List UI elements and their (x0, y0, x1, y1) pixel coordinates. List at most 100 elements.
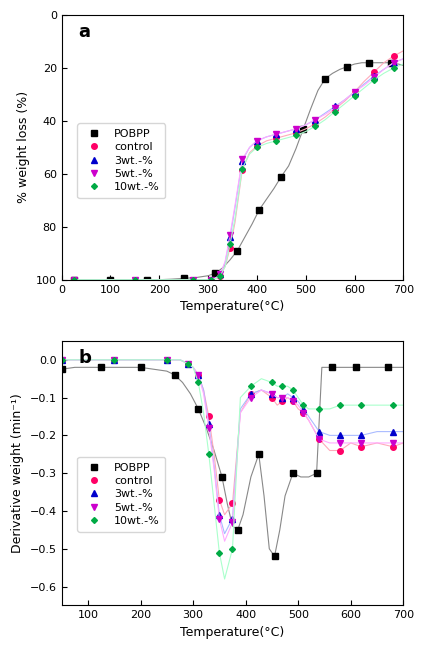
POBPP (172, 371, 177, 379)
control (293, 129, 298, 136)
10wt.-% (206, 450, 211, 458)
5wt.-% (218, 270, 223, 278)
10wt.-% (280, 382, 285, 390)
5wt.-% (352, 88, 357, 96)
Legend: POBPP, control, 3wt.-%, 5wt.-%, 10wt.-%: POBPP, control, 3wt.-%, 5wt.-%, 10wt.-% (77, 124, 165, 198)
control (59, 356, 64, 364)
control (254, 142, 259, 150)
POBPP (181, 274, 186, 282)
10wt.-% (196, 378, 201, 386)
5wt.-% (317, 436, 322, 443)
POBPP (279, 173, 284, 181)
Line: 5wt.-%: 5wt.-% (71, 60, 397, 283)
5wt.-% (71, 276, 76, 283)
Line: POBPP: POBPP (59, 365, 390, 559)
control (208, 276, 213, 283)
POBPP (367, 59, 372, 67)
Line: 10wt.-%: 10wt.-% (72, 66, 396, 282)
5wt.-% (208, 276, 213, 283)
5wt.-% (227, 231, 232, 239)
Legend: POBPP, control, 3wt.-%, 5wt.-%, 10wt.-%: POBPP, control, 3wt.-%, 5wt.-%, 10wt.-% (77, 457, 165, 532)
5wt.-% (274, 130, 279, 138)
10wt.-% (301, 401, 306, 409)
3wt.-% (274, 130, 279, 138)
10wt.-% (248, 382, 253, 390)
5wt.-% (191, 276, 196, 283)
10wt.-% (313, 122, 318, 130)
control (359, 443, 364, 450)
Y-axis label: Derivative weight (min⁻¹): Derivative weight (min⁻¹) (11, 393, 24, 553)
5wt.-% (59, 356, 64, 364)
control (217, 496, 222, 504)
control (164, 356, 169, 364)
POBPP (256, 450, 261, 458)
10wt.-% (254, 144, 259, 151)
POBPP (235, 526, 240, 534)
control (191, 276, 196, 283)
10wt.-% (371, 76, 377, 84)
3wt.-% (352, 88, 357, 96)
10wt.-% (208, 276, 213, 283)
control (132, 276, 137, 283)
control (352, 88, 357, 96)
Line: 5wt.-%: 5wt.-% (59, 357, 396, 525)
10wt.-% (59, 356, 64, 364)
3wt.-% (218, 270, 223, 278)
POBPP (235, 247, 240, 255)
5wt.-% (391, 59, 396, 67)
5wt.-% (390, 439, 395, 447)
10wt.-% (317, 405, 322, 413)
control (227, 244, 232, 252)
POBPP (213, 269, 218, 277)
5wt.-% (293, 125, 298, 133)
control (317, 436, 322, 443)
POBPP (59, 365, 64, 373)
10wt.-% (240, 164, 245, 172)
POBPP (388, 59, 394, 67)
5wt.-% (240, 155, 245, 163)
3wt.-% (317, 428, 322, 436)
5wt.-% (217, 515, 222, 523)
3wt.-% (301, 405, 306, 413)
5wt.-% (371, 73, 377, 81)
5wt.-% (206, 424, 211, 432)
3wt.-% (390, 428, 395, 436)
5wt.-% (248, 394, 253, 402)
5wt.-% (196, 371, 201, 379)
POBPP (219, 473, 224, 481)
5wt.-% (254, 137, 259, 145)
10wt.-% (391, 64, 396, 72)
POBPP (138, 363, 143, 371)
3wt.-% (196, 371, 201, 379)
POBPP (314, 469, 319, 477)
5wt.-% (301, 409, 306, 417)
3wt.-% (185, 359, 190, 367)
POBPP (330, 363, 335, 371)
10wt.-% (293, 131, 298, 139)
POBPP (99, 363, 104, 371)
Line: 10wt.-%: 10wt.-% (60, 358, 395, 554)
control (313, 120, 318, 127)
10wt.-% (332, 108, 337, 116)
10wt.-% (112, 356, 117, 364)
control (338, 447, 343, 454)
3wt.-% (59, 356, 64, 364)
3wt.-% (164, 356, 169, 364)
3wt.-% (269, 390, 275, 398)
5wt.-% (269, 390, 275, 398)
control (196, 371, 201, 379)
control (248, 390, 253, 398)
3wt.-% (290, 394, 295, 402)
3wt.-% (293, 125, 298, 133)
3wt.-% (208, 276, 213, 283)
POBPP (257, 205, 262, 213)
3wt.-% (206, 420, 211, 428)
3wt.-% (371, 72, 377, 80)
3wt.-% (230, 515, 235, 523)
control (274, 135, 279, 142)
10wt.-% (191, 276, 196, 283)
control (218, 272, 223, 280)
POBPP (196, 405, 201, 413)
3wt.-% (248, 390, 253, 398)
control (301, 409, 306, 417)
